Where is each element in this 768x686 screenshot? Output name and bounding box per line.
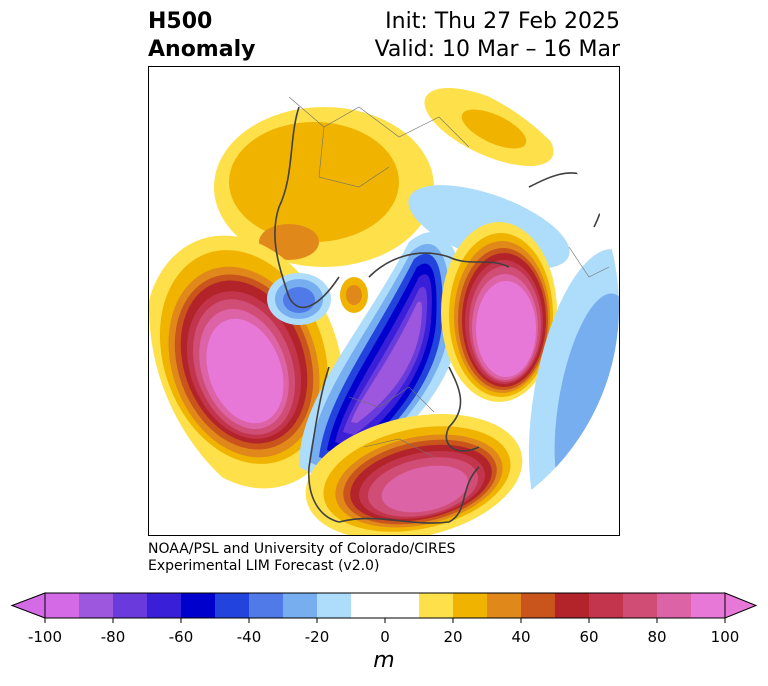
colorbar-tick-label: -100 [27,628,63,646]
colorbar-tick-label: 40 [511,628,531,646]
siberia-positive-anomaly [214,88,554,267]
colorbar-segment [283,593,318,618]
colorbar-segment [147,593,182,618]
colorbar-segment [249,593,284,618]
credit-text: NOAA/PSL and University of Colorado/CIRE… [148,541,456,575]
map-canvas [149,72,619,535]
colorbar-segment [215,593,250,618]
colorbar-ticks: -100 -80 -60 -40 -20 0 20 40 60 80 100 [0,628,768,648]
anomaly-map [148,66,620,536]
credit-line-1: NOAA/PSL and University of Colorado/CIRE… [148,541,456,557]
colorbar-segment [589,593,624,618]
colorbar-segment [113,593,148,618]
colorbar-segment [317,593,352,618]
colorbar-segment [181,593,216,618]
colorbar-tick-label: -20 [304,628,330,646]
colorbar-segment [623,593,658,618]
colorbar-segment [691,593,726,618]
north-atlantic-positive-anomaly [441,222,557,402]
colorbar-unit: m [373,648,395,673]
colorbar-min-arrow [10,592,46,619]
colorbar-max-arrow [724,592,758,619]
colorbar-segment [351,593,386,618]
eastern-us-positive-anomaly [305,414,523,535]
colorbar-segment [419,593,454,618]
colorbar-segment [79,593,114,618]
map-title: H500 Anomaly [148,8,255,64]
colorbar-tick-label: 0 [380,628,390,646]
title-line-1: H500 [148,9,213,34]
valid-range: Valid: 10 Mar – 16 Mar [374,37,620,62]
borders [288,96,610,458]
colorbar-tick-label: -80 [100,628,126,646]
colorbar-segment [385,593,420,618]
colorbar-tick-label: 80 [647,628,667,646]
colorbar-segment [555,593,590,618]
colorbar-segment [45,593,80,618]
colorbar-tick-label: 60 [579,628,599,646]
credit-line-2: Experimental LIM Forecast (v2.0) [148,558,380,574]
colorbar-tick-label: 100 [710,628,740,646]
colorbar-segment [487,593,522,618]
japan-negative-anomaly [267,273,368,325]
colorbar-segment [657,593,692,618]
colorbar-segment [453,593,488,618]
colorbar [10,592,758,623]
colorbar-segment [521,593,556,618]
init-date: Init: Thu 27 Feb 2025 [385,9,620,34]
north-america-negative-anomaly [299,232,461,487]
colorbar-tick-label: -40 [236,628,262,646]
colorbar-tick-label: 20 [443,628,463,646]
colorbar-tick-label: -60 [168,628,194,646]
forecast-dates: Init: Thu 27 Feb 2025 Valid: 10 Mar – 16… [375,8,620,64]
title-line-2: Anomaly [148,37,256,62]
